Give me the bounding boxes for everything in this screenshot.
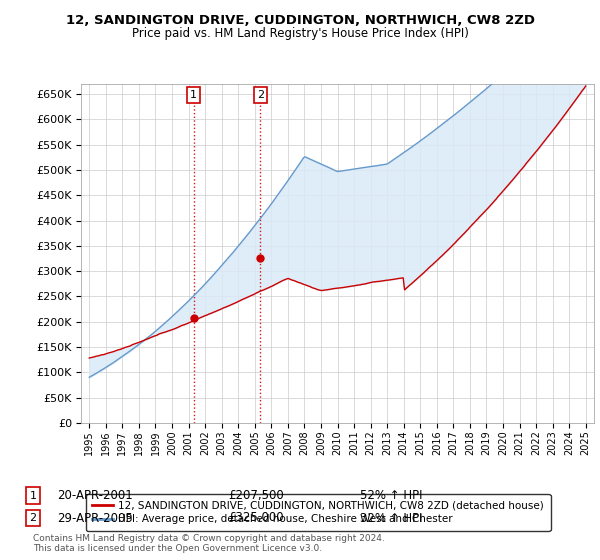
Text: £325,000: £325,000 (228, 511, 284, 525)
Text: 1: 1 (190, 90, 197, 100)
Text: Price paid vs. HM Land Registry's House Price Index (HPI): Price paid vs. HM Land Registry's House … (131, 27, 469, 40)
Legend: 12, SANDINGTON DRIVE, CUDDINGTON, NORTHWICH, CW8 2ZD (detached house), HPI: Aver: 12, SANDINGTON DRIVE, CUDDINGTON, NORTHW… (86, 494, 551, 531)
Text: Contains HM Land Registry data © Crown copyright and database right 2024.
This d: Contains HM Land Registry data © Crown c… (33, 534, 385, 553)
Text: 20-APR-2001: 20-APR-2001 (57, 489, 133, 502)
Text: 1: 1 (29, 491, 37, 501)
Text: 2: 2 (29, 513, 37, 523)
Text: 2: 2 (257, 90, 264, 100)
Text: £207,500: £207,500 (228, 489, 284, 502)
Text: 52% ↑ HPI: 52% ↑ HPI (360, 489, 422, 502)
Text: 12, SANDINGTON DRIVE, CUDDINGTON, NORTHWICH, CW8 2ZD: 12, SANDINGTON DRIVE, CUDDINGTON, NORTHW… (65, 14, 535, 27)
Text: 32% ↑ HPI: 32% ↑ HPI (360, 511, 422, 525)
Text: 29-APR-2005: 29-APR-2005 (57, 511, 133, 525)
